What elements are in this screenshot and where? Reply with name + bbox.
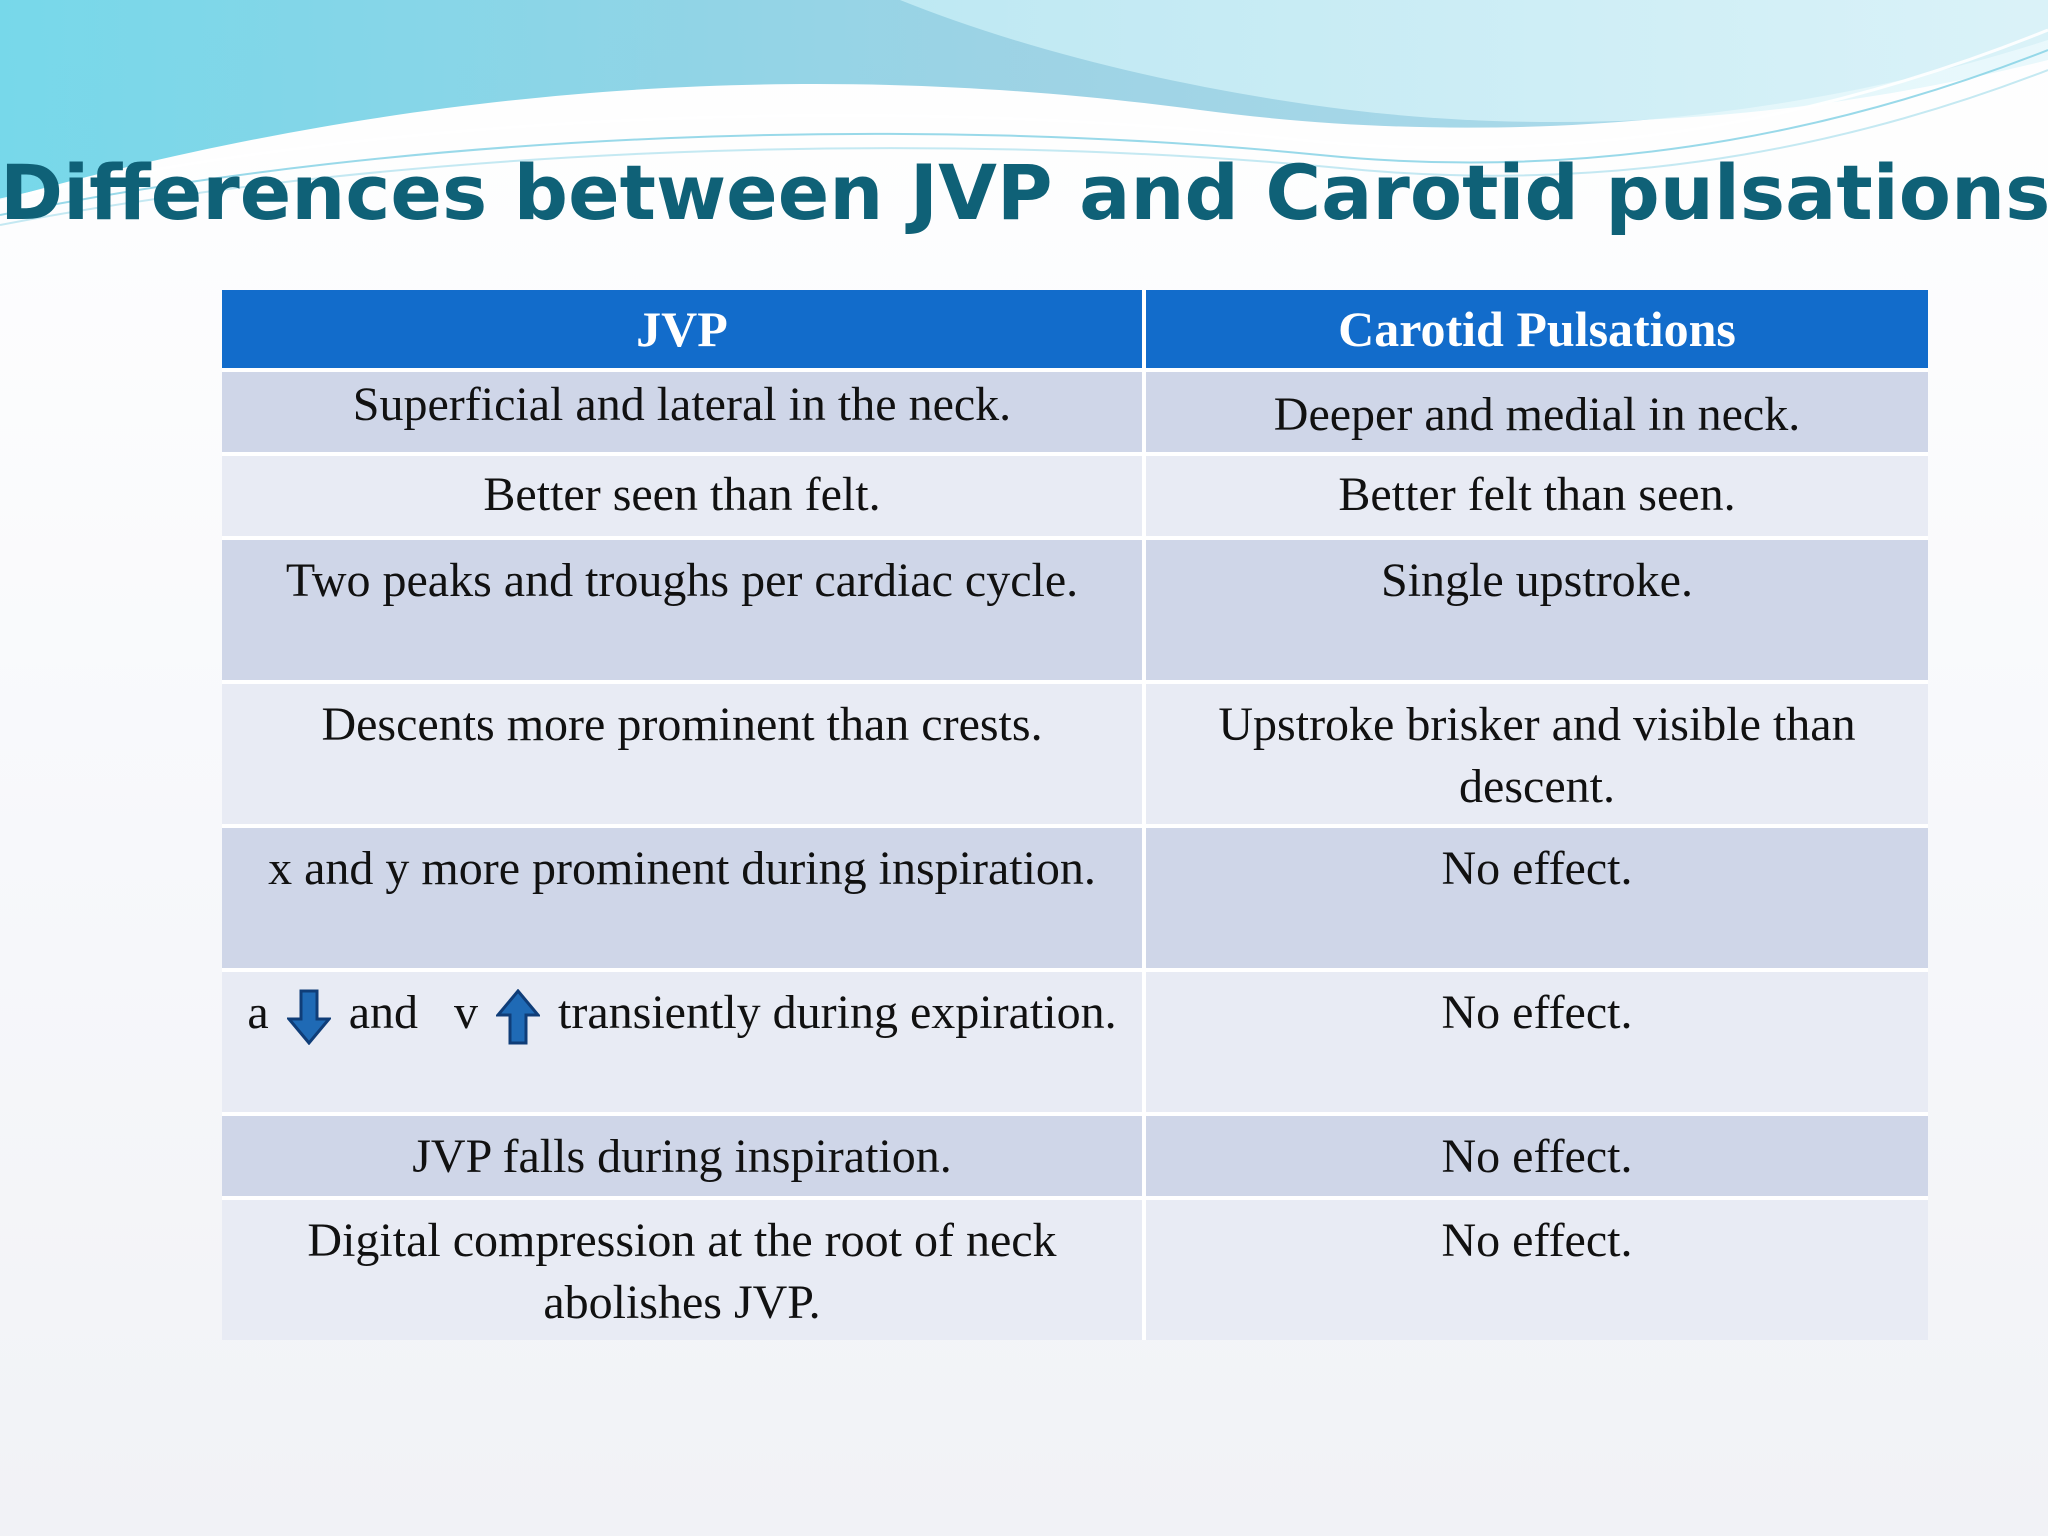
decorative-swoosh [0,0,2048,226]
carotid-cell: Upstroke brisker and visible than descen… [1142,684,1928,824]
table-row: Superficial and lateral in the neck. Dee… [222,368,1928,452]
jvp-cell: Descents more prominent than crests. [222,684,1142,824]
transient-text: transiently during expiration. [558,986,1117,1039]
jvp-cell: Two peaks and troughs per cardiac cycle. [222,540,1142,680]
carotid-cell: No effect. [1142,1200,1928,1340]
jvp-cell-arrows: a and v transiently during expiration. [222,972,1142,1112]
jvp-cell: Superficial and lateral in the neck. [222,372,1142,452]
comparison-table: JVP Carotid Pulsations Superficial and l… [222,290,1928,1340]
and-label: and [348,986,419,1039]
down-arrow-icon [286,989,331,1045]
carotid-cell: Single upstroke. [1142,540,1928,680]
header-carotid: Carotid Pulsations [1142,290,1928,368]
carotid-cell: Better felt than seen. [1142,456,1928,536]
carotid-cell: Deeper and medial in neck. [1142,372,1928,452]
carotid-cell: No effect. [1142,828,1928,968]
table-header-row: JVP Carotid Pulsations [222,290,1928,368]
carotid-cell: No effect. [1142,972,1928,1112]
table-row: JVP falls during inspiration. No effect. [222,1112,1928,1196]
table-row: Two peaks and troughs per cardiac cycle.… [222,536,1928,680]
carotid-cell: No effect. [1142,1116,1928,1196]
jvp-cell: JVP falls during inspiration. [222,1116,1142,1196]
a-wave-label: a [247,986,269,1039]
jvp-cell: Digital compression at the root of neck … [222,1200,1142,1340]
table-row: Digital compression at the root of neck … [222,1196,1928,1340]
header-jvp: JVP [222,290,1142,368]
v-wave-label: v [454,986,479,1039]
up-arrow-icon [496,988,541,1045]
table-row: a and v transiently during expiration. N… [222,968,1928,1112]
jvp-cell: x and y more prominent during inspiratio… [222,828,1142,968]
table-row: x and y more prominent during inspiratio… [222,824,1928,968]
table-row: Descents more prominent than crests. Ups… [222,680,1928,824]
table-row: Better seen than felt. Better felt than … [222,452,1928,536]
jvp-cell: Better seen than felt. [222,456,1142,536]
slide-title: Differences between JVP and Carotid puls… [0,148,2048,237]
